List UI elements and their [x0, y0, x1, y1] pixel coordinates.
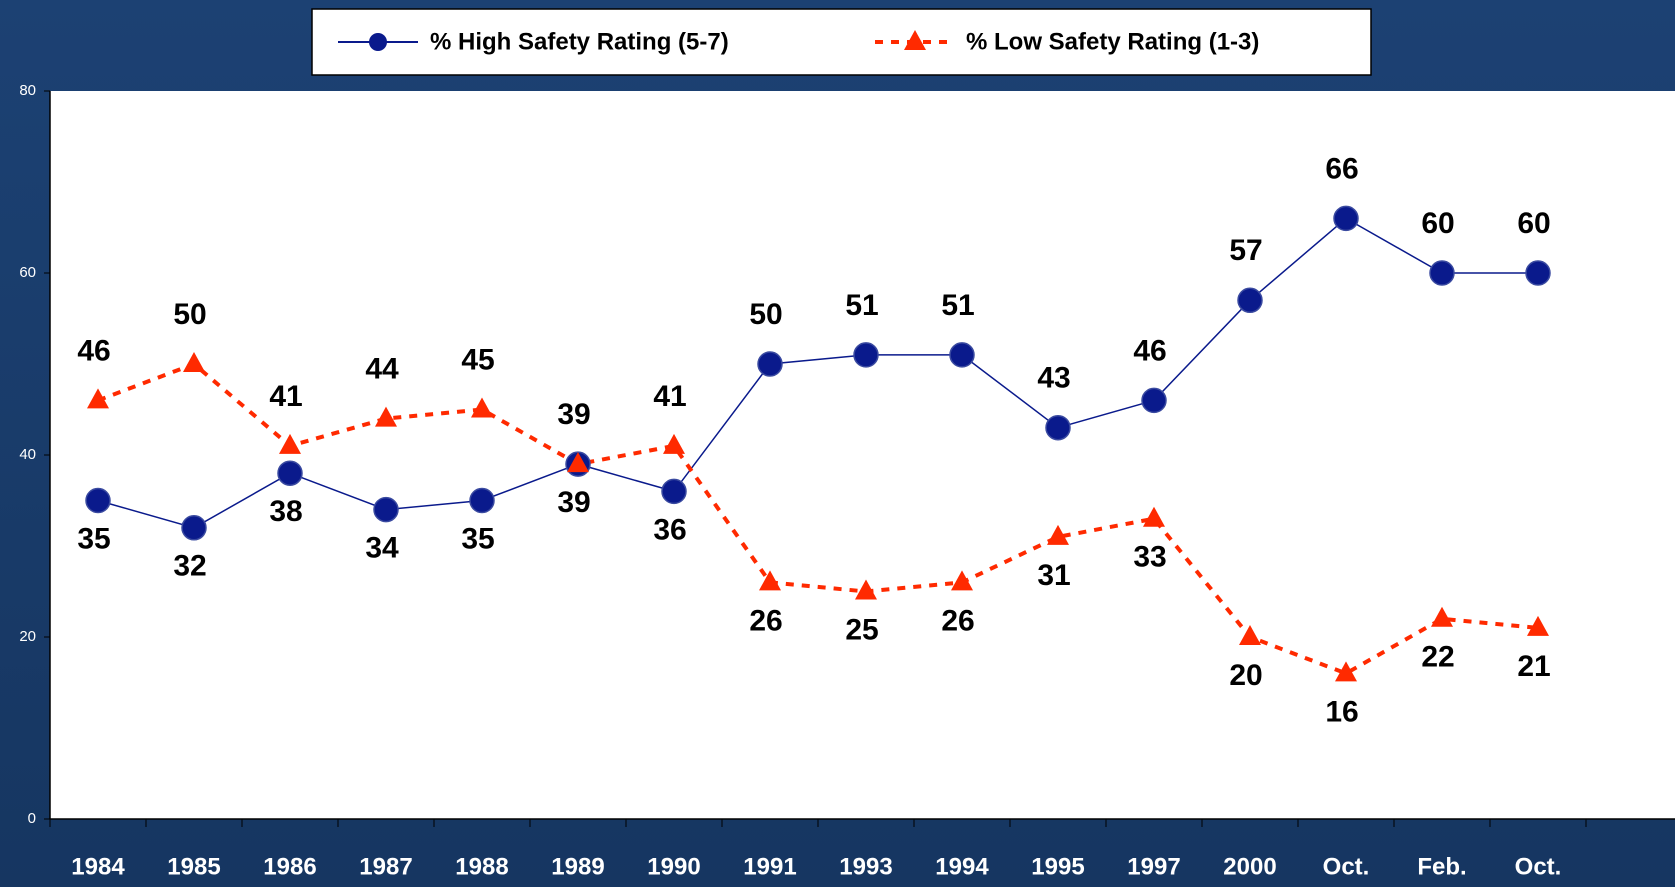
x-tick-label: 1985: [167, 853, 220, 880]
value-label: 46: [77, 334, 110, 367]
marker: [757, 351, 783, 377]
value-label: 16: [1325, 695, 1358, 728]
value-label: 41: [269, 380, 302, 413]
marker: [181, 515, 207, 541]
marker: [1429, 260, 1455, 286]
value-label: 36: [653, 513, 686, 546]
line-series: [97, 361, 1539, 676]
marker: [183, 352, 205, 372]
marker: [1431, 606, 1453, 627]
x-tick-label: Oct.: [1515, 853, 1562, 880]
value-label: 57: [1229, 234, 1262, 267]
x-tick-label: 1986: [263, 853, 316, 880]
marker: [661, 478, 687, 505]
marker: [375, 406, 397, 427]
y-tick-label: 60: [19, 264, 36, 281]
value-label: 38: [269, 495, 302, 528]
marker: [1525, 260, 1551, 286]
marker: [1333, 205, 1359, 232]
marker: [1045, 414, 1071, 441]
x-tick-label: Feb.: [1417, 853, 1466, 880]
value-label: 60: [1421, 207, 1454, 240]
marker: [471, 397, 493, 418]
x-tick-label: 1989: [551, 853, 604, 880]
marker: [855, 579, 877, 600]
legend-marker: [904, 30, 926, 50]
value-label: 43: [1037, 362, 1070, 395]
x-tick-label: 1988: [455, 853, 508, 880]
value-label: 39: [557, 398, 590, 431]
value-label: 45: [461, 343, 494, 376]
marker: [567, 452, 589, 473]
y-tick-label: 0: [28, 810, 36, 827]
value-label: 60: [1517, 207, 1550, 240]
x-tick-label: 1987: [359, 853, 412, 880]
x-tick-label: 1993: [839, 853, 892, 880]
value-label: 26: [941, 604, 974, 637]
x-tick-label: 1991: [743, 853, 796, 880]
marker: [1527, 615, 1549, 636]
marker: [87, 388, 109, 409]
marker: [949, 342, 975, 368]
value-label: 41: [653, 380, 686, 413]
value-label: 25: [845, 613, 878, 646]
legend: [311, 8, 1372, 76]
x-tick-label: Oct.: [1323, 853, 1370, 880]
value-label: 32: [173, 550, 206, 583]
value-label: 31: [1037, 559, 1070, 592]
x-tick-label: 1984: [71, 853, 125, 880]
x-tick-label: 2000: [1223, 853, 1276, 880]
plot-area: [50, 91, 1675, 819]
marker: [277, 460, 303, 486]
x-tick-label: 1990: [647, 853, 700, 880]
marker: [1141, 387, 1167, 414]
value-label: 51: [941, 289, 974, 322]
marker: [759, 570, 781, 591]
y-tick-label: 20: [19, 628, 36, 645]
value-label: 22: [1421, 641, 1454, 674]
legend-marker: [369, 33, 387, 51]
marker: [373, 496, 399, 523]
value-label: 20: [1229, 659, 1262, 692]
x-tick-label: 1995: [1031, 853, 1084, 880]
y-tick-label: 40: [19, 446, 36, 463]
value-label: 39: [557, 486, 590, 519]
value-label: 66: [1325, 152, 1358, 185]
value-label: 46: [1133, 334, 1166, 367]
line-series: [97, 217, 1538, 529]
marker: [1335, 661, 1357, 682]
value-label: 44: [365, 353, 399, 386]
value-label: 35: [77, 522, 110, 555]
value-label: 34: [365, 532, 399, 565]
value-label: 51: [845, 289, 878, 322]
x-tick-label: 1994: [935, 853, 989, 880]
marker: [279, 433, 301, 454]
value-label: 50: [749, 298, 782, 331]
value-label: 50: [173, 298, 206, 331]
marker: [951, 570, 973, 591]
value-label: 35: [461, 522, 494, 555]
marker: [1237, 287, 1263, 314]
value-label: 21: [1517, 650, 1550, 683]
marker: [469, 487, 495, 514]
marker: [1047, 524, 1069, 545]
marker: [85, 487, 111, 514]
value-label: 26: [749, 604, 782, 637]
value-label: 33: [1133, 541, 1166, 574]
legend-label: % Low Safety Rating (1-3): [966, 28, 1259, 55]
y-tick-label: 80: [19, 82, 36, 99]
legend-label: % High Safety Rating (5-7): [430, 28, 729, 55]
marker: [1239, 625, 1261, 645]
marker: [1143, 506, 1165, 527]
marker: [663, 433, 685, 454]
marker: [853, 342, 879, 368]
x-tick-label: 1997: [1127, 853, 1180, 880]
